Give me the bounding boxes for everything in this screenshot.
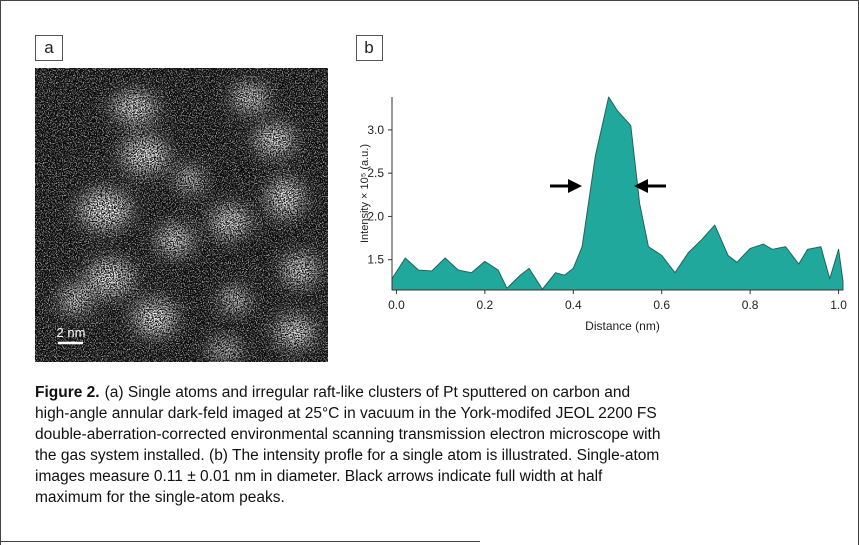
area — [391, 96, 844, 291]
y-tick-label: 1.5 — [367, 253, 384, 267]
y-tick-label: 2.0 — [367, 209, 384, 223]
x-axis-title: Distance (nm) — [585, 319, 660, 333]
panel-label: a — [44, 38, 54, 57]
caption-line: images measure 0.11 ± 0.01 nm in diamete… — [35, 468, 603, 485]
panel-label-box — [35, 35, 63, 61]
y-axis-title: Intensity × 10⁵ (a.u.) — [359, 144, 371, 243]
y-tick-label: 3.0 — [367, 123, 384, 137]
caption-label: Figure 2. — [35, 384, 100, 401]
caption-text: (a) Single atoms and irregular raft-like… — [105, 384, 631, 401]
x-tick-label: 0.0 — [388, 298, 405, 312]
scale-bar-label: 2 nm — [57, 325, 86, 340]
caption: Figure 2. (a) Single atoms and irregular … — [35, 384, 660, 506]
fwhm-arrowhead — [634, 179, 648, 193]
x-tick-label: 0.6 — [653, 298, 670, 312]
x-tick-label: 0.8 — [742, 298, 759, 312]
panel-label-box — [356, 35, 383, 61]
x-tick-label: 1.0 — [830, 298, 847, 312]
fwhm-arrowhead — [568, 179, 582, 193]
caption-line: maximum for the single-atom peaks. — [35, 489, 285, 506]
x-tick-label: 0.4 — [565, 298, 582, 312]
chart: 1.5 2.0 2.5 3.0 0.0 0.2 0.4 0.6 0.8 1.0 Distance (… — [359, 96, 847, 333]
micrograph: 2 nm — [35, 68, 328, 362]
caption-line: the gas system installed. (b) The intens… — [35, 447, 659, 464]
x-tick-label: 0.2 — [477, 298, 494, 312]
caption-line: double-aberration-corrected environmenta… — [35, 426, 660, 443]
panel-label: b — [364, 38, 373, 57]
y-tick-label: 2.5 — [367, 166, 384, 180]
micrograph-clusters — [35, 68, 328, 362]
caption-line: high-angle annular dark-feld imaged at 2… — [35, 405, 657, 422]
caption-line: Figure 2. (a) Single atoms and irregular … — [35, 384, 630, 401]
